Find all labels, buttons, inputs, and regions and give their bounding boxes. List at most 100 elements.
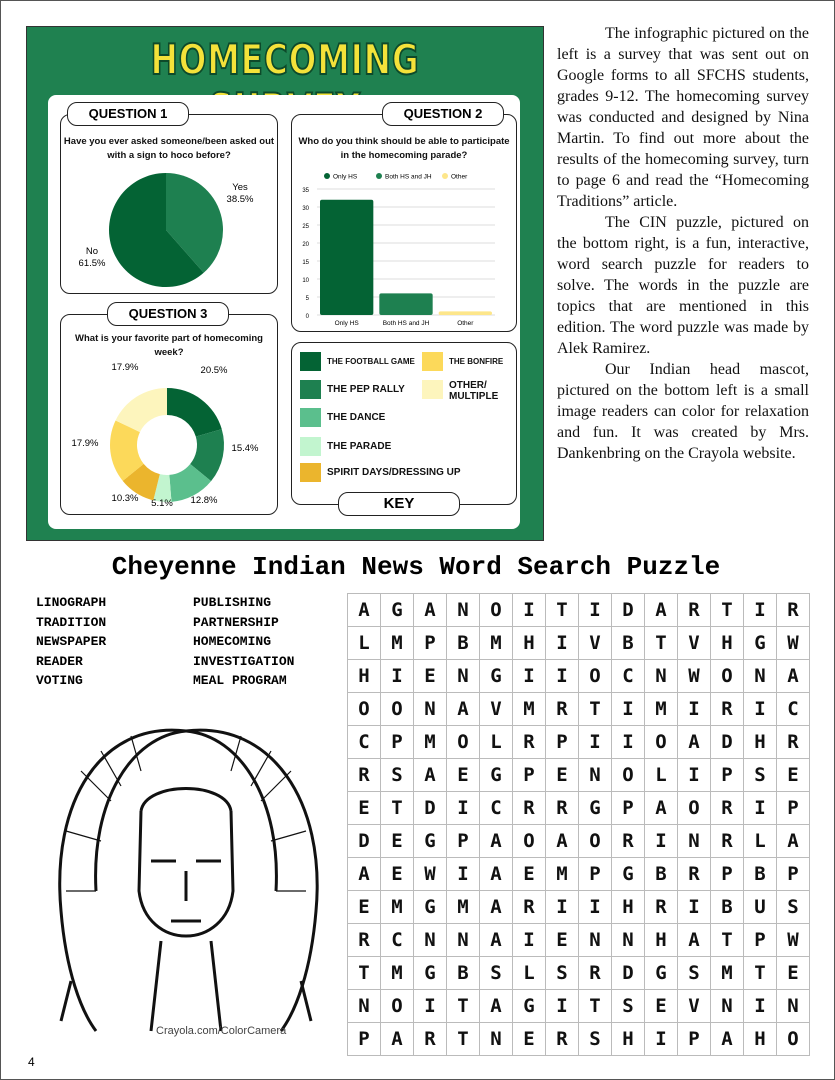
grid-letter[interactable]: O (348, 693, 381, 726)
grid-letter[interactable]: D (348, 825, 381, 858)
grid-letter[interactable]: A (348, 858, 381, 891)
grid-letter[interactable]: G (513, 990, 546, 1023)
grid-letter[interactable]: G (480, 759, 513, 792)
grid-letter[interactable]: I (546, 660, 579, 693)
grid-letter[interactable]: N (678, 825, 711, 858)
grid-letter[interactable]: P (777, 858, 810, 891)
grid-letter[interactable]: O (579, 825, 612, 858)
grid-letter[interactable]: E (348, 891, 381, 924)
grid-letter[interactable]: R (513, 792, 546, 825)
grid-letter[interactable]: R (579, 957, 612, 990)
grid-letter[interactable]: P (744, 924, 777, 957)
grid-letter[interactable]: E (447, 759, 480, 792)
grid-letter[interactable]: R (711, 825, 744, 858)
grid-letter[interactable]: N (612, 924, 645, 957)
grid-letter[interactable]: C (480, 792, 513, 825)
grid-letter[interactable]: N (744, 660, 777, 693)
grid-letter[interactable]: H (612, 891, 645, 924)
grid-letter[interactable]: N (777, 990, 810, 1023)
grid-letter[interactable]: R (513, 726, 546, 759)
grid-letter[interactable]: M (381, 627, 414, 660)
grid-letter[interactable]: M (513, 693, 546, 726)
grid-letter[interactable]: D (414, 792, 447, 825)
grid-letter[interactable]: P (777, 792, 810, 825)
grid-letter[interactable]: A (645, 792, 678, 825)
grid-letter[interactable]: O (777, 1023, 810, 1056)
grid-letter[interactable]: I (678, 759, 711, 792)
grid-letter[interactable]: R (777, 594, 810, 627)
grid-letter[interactable]: L (744, 825, 777, 858)
grid-letter[interactable]: I (678, 891, 711, 924)
grid-letter[interactable]: A (480, 924, 513, 957)
grid-letter[interactable]: S (480, 957, 513, 990)
grid-letter[interactable]: B (447, 627, 480, 660)
grid-letter[interactable]: T (711, 594, 744, 627)
grid-letter[interactable]: P (381, 726, 414, 759)
grid-letter[interactable]: A (678, 924, 711, 957)
grid-letter[interactable]: S (678, 957, 711, 990)
grid-letter[interactable]: T (744, 957, 777, 990)
grid-letter[interactable]: S (777, 891, 810, 924)
grid-letter[interactable]: I (447, 792, 480, 825)
grid-letter[interactable]: E (777, 957, 810, 990)
grid-letter[interactable]: A (447, 693, 480, 726)
grid-letter[interactable]: I (678, 693, 711, 726)
grid-letter[interactable]: N (447, 924, 480, 957)
grid-letter[interactable]: W (414, 858, 447, 891)
grid-letter[interactable]: G (579, 792, 612, 825)
grid-letter[interactable]: B (744, 858, 777, 891)
grid-letter[interactable]: H (744, 726, 777, 759)
grid-letter[interactable]: E (546, 759, 579, 792)
grid-letter[interactable]: A (381, 1023, 414, 1056)
grid-letter[interactable]: A (414, 759, 447, 792)
grid-letter[interactable]: M (381, 957, 414, 990)
grid-letter[interactable]: H (513, 627, 546, 660)
grid-letter[interactable]: T (711, 924, 744, 957)
grid-letter[interactable]: P (612, 792, 645, 825)
grid-letter[interactable]: L (348, 627, 381, 660)
grid-letter[interactable]: D (612, 594, 645, 627)
grid-letter[interactable]: R (711, 693, 744, 726)
grid-letter[interactable]: C (612, 660, 645, 693)
grid-letter[interactable]: G (612, 858, 645, 891)
grid-letter[interactable]: I (612, 693, 645, 726)
grid-letter[interactable]: R (612, 825, 645, 858)
grid-letter[interactable]: O (612, 759, 645, 792)
grid-letter[interactable]: G (381, 594, 414, 627)
grid-letter[interactable]: M (711, 957, 744, 990)
grid-letter[interactable]: R (513, 891, 546, 924)
grid-letter[interactable]: V (579, 627, 612, 660)
grid-letter[interactable]: P (711, 858, 744, 891)
grid-letter[interactable]: A (678, 726, 711, 759)
grid-letter[interactable]: I (447, 858, 480, 891)
grid-letter[interactable]: C (381, 924, 414, 957)
grid-letter[interactable]: T (579, 990, 612, 1023)
grid-letter[interactable]: R (414, 1023, 447, 1056)
grid-letter[interactable]: O (381, 990, 414, 1023)
grid-letter[interactable]: R (546, 1023, 579, 1056)
grid-letter[interactable]: G (480, 660, 513, 693)
grid-letter[interactable]: E (414, 660, 447, 693)
grid-letter[interactable]: I (744, 792, 777, 825)
grid-letter[interactable]: T (447, 990, 480, 1023)
grid-letter[interactable]: H (711, 627, 744, 660)
grid-letter[interactable]: N (414, 924, 447, 957)
grid-letter[interactable]: H (612, 1023, 645, 1056)
grid-letter[interactable]: I (414, 990, 447, 1023)
grid-letter[interactable]: T (579, 693, 612, 726)
grid-letter[interactable]: I (546, 891, 579, 924)
grid-letter[interactable]: A (480, 990, 513, 1023)
grid-letter[interactable]: B (612, 627, 645, 660)
grid-letter[interactable]: S (612, 990, 645, 1023)
grid-letter[interactable]: P (579, 858, 612, 891)
grid-letter[interactable]: R (777, 726, 810, 759)
grid-letter[interactable]: T (348, 957, 381, 990)
grid-letter[interactable]: N (414, 693, 447, 726)
grid-letter[interactable]: I (546, 990, 579, 1023)
grid-letter[interactable]: N (447, 594, 480, 627)
grid-letter[interactable]: B (447, 957, 480, 990)
grid-letter[interactable]: G (414, 957, 447, 990)
grid-letter[interactable]: N (480, 1023, 513, 1056)
grid-letter[interactable]: A (414, 594, 447, 627)
grid-letter[interactable]: A (711, 1023, 744, 1056)
